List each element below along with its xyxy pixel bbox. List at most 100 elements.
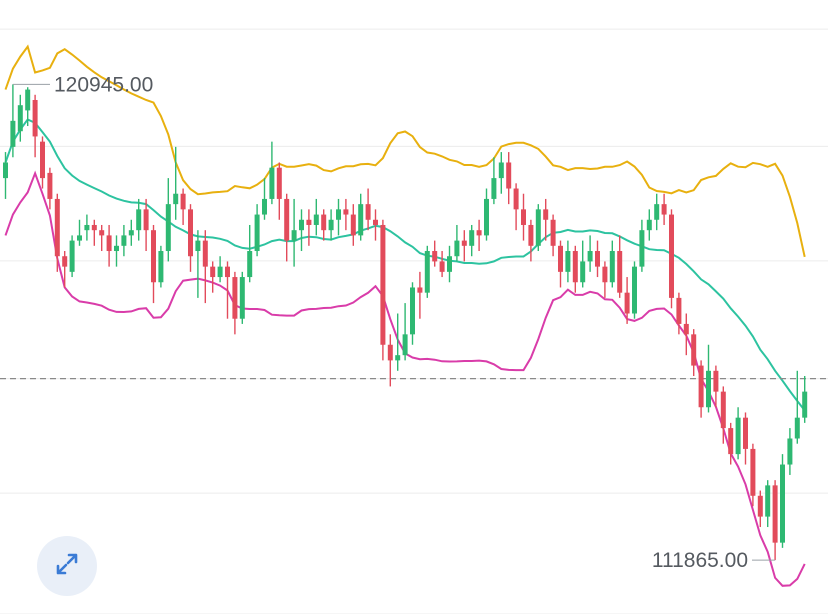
candle-body (284, 198, 290, 241)
candle-body (114, 245, 119, 252)
middle-band (4, 118, 806, 412)
candle (239, 271, 245, 324)
candle (580, 240, 586, 288)
candle (683, 313, 689, 356)
candle-body (10, 120, 16, 147)
candle (321, 209, 327, 241)
candle (136, 198, 142, 241)
candle-body (535, 209, 541, 246)
candle-body (750, 448, 756, 496)
candle-body (469, 230, 475, 246)
candle (128, 219, 134, 246)
candle (602, 261, 608, 298)
candle-body (306, 219, 312, 225)
candle (373, 209, 378, 241)
candle-body (720, 391, 726, 429)
candle (402, 303, 408, 361)
candle (772, 480, 778, 561)
candle (365, 188, 371, 231)
candle-body (291, 230, 297, 241)
candle-body (735, 417, 741, 455)
candle-body (491, 178, 497, 199)
candle-body (62, 256, 68, 267)
candle (410, 282, 415, 345)
candle-body (262, 198, 267, 215)
candle-body (158, 251, 164, 283)
candle-body (476, 230, 482, 236)
candle (210, 261, 216, 293)
candle (188, 204, 193, 272)
candle (54, 193, 60, 272)
candle-body (336, 209, 341, 220)
candle (757, 490, 763, 528)
candle (521, 193, 526, 241)
candle-body (254, 214, 260, 252)
candle-body (676, 297, 682, 324)
candle (639, 219, 645, 272)
candle (735, 407, 741, 460)
candle-body (47, 172, 53, 199)
candle-body (713, 370, 719, 392)
candle (787, 428, 793, 475)
candle-body (25, 89, 31, 111)
candle-body (188, 209, 193, 257)
candle-body (99, 230, 105, 236)
candle (543, 198, 549, 241)
candle (395, 313, 401, 371)
candle (121, 224, 127, 257)
candle-body (513, 188, 519, 210)
candle (299, 209, 304, 252)
candle-body (743, 417, 748, 449)
candle-body (609, 251, 615, 283)
candle (254, 204, 260, 257)
candle-body (402, 334, 408, 356)
candle-body (225, 266, 230, 278)
candle (447, 245, 452, 283)
candle (313, 198, 319, 236)
candle-body (210, 266, 216, 278)
candle-body (528, 224, 534, 246)
candle-body (17, 105, 23, 132)
candle-body (417, 287, 423, 293)
candle (114, 235, 119, 267)
candle (3, 152, 8, 199)
candle-body (617, 251, 623, 293)
candle-body (565, 251, 571, 272)
candle (62, 251, 68, 288)
candle (69, 235, 75, 278)
candle (417, 271, 423, 319)
candle-body (54, 198, 60, 257)
expand-arrows-icon (52, 549, 82, 584)
candle-body (506, 162, 512, 189)
candle-body (587, 251, 593, 262)
candle (284, 193, 290, 262)
candle-body (794, 417, 800, 439)
candle (217, 256, 223, 283)
min-price-label: 111865.00 (652, 549, 748, 572)
candle-body (69, 240, 75, 272)
candle (661, 193, 667, 225)
candle (780, 454, 785, 548)
candle-body (373, 219, 378, 225)
candle-body (447, 256, 452, 272)
candle (469, 224, 475, 257)
candle-body (313, 214, 319, 225)
candle (728, 422, 734, 465)
candle-body (40, 141, 45, 179)
candle-body (217, 266, 223, 278)
candle (587, 235, 593, 272)
candle-body (151, 230, 156, 283)
expand-button[interactable] (37, 536, 97, 596)
candle (743, 412, 748, 465)
candle-body (328, 219, 334, 231)
candle (380, 219, 386, 361)
candle-body (380, 224, 386, 345)
candle (350, 204, 356, 246)
candle (77, 219, 82, 246)
candle (654, 193, 660, 231)
candle (158, 245, 164, 288)
candle (91, 219, 97, 246)
candle-body (602, 266, 608, 283)
candle-body (165, 204, 171, 252)
